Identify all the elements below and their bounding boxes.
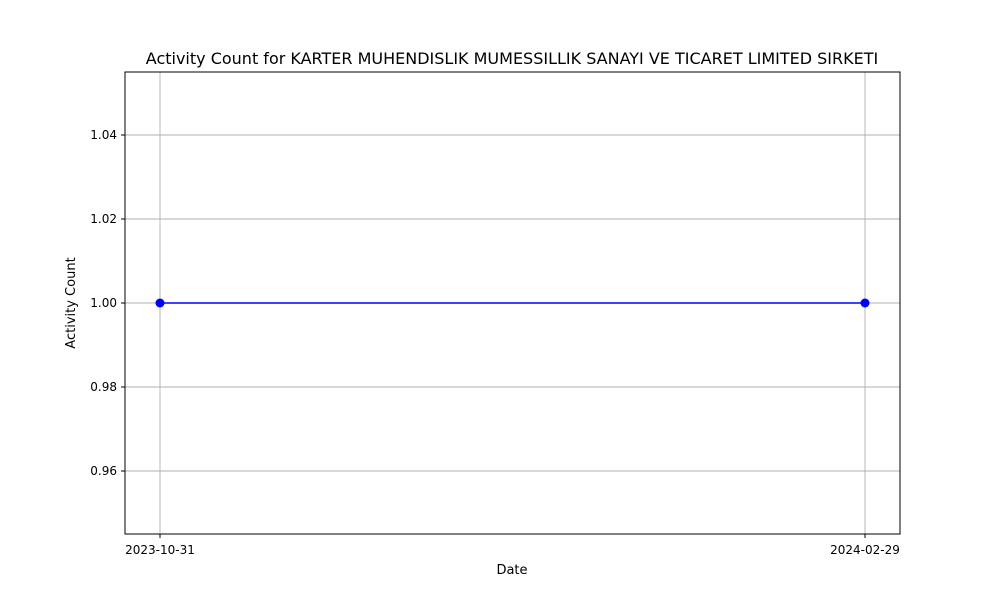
chart-title: Activity Count for KARTER MUHENDISLIK MU…: [146, 49, 878, 68]
x-tick-label: 2024-02-29: [830, 543, 900, 557]
y-tick-label: 0.98: [90, 380, 117, 394]
data-point: [155, 298, 165, 308]
y-tick-label: 1.02: [90, 212, 117, 226]
y-axis-label: Activity Count: [64, 257, 79, 348]
y-tick-label: 1.00: [90, 296, 117, 310]
y-tick-label: 0.96: [90, 464, 117, 478]
tick-layer: 0.96 0.98 1.00 1.02 1.04 2023-10-31 2024-02-29: [90, 128, 900, 557]
x-axis-label: Date: [496, 563, 527, 578]
x-tick-label: 2023-10-31: [125, 543, 195, 557]
y-tick-label: 1.04: [90, 128, 117, 142]
data-point: [860, 298, 870, 308]
series-layer: [155, 298, 870, 308]
